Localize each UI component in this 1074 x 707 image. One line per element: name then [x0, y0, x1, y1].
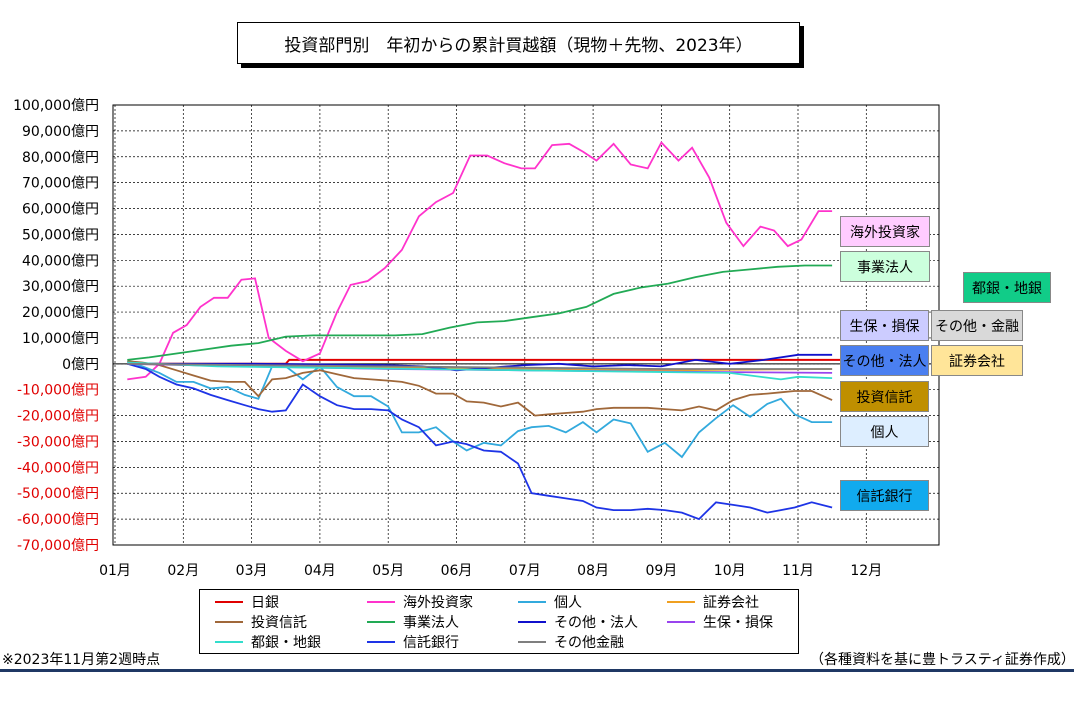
y-tick-label: 0億円	[62, 357, 99, 373]
x-tick-label: 02月	[167, 563, 199, 579]
legend-swatch	[367, 641, 395, 643]
y-tick-label: 60,000億円	[22, 202, 99, 218]
legend-swatch	[667, 601, 695, 603]
series-line-5	[127, 264, 833, 361]
legend-label: 投資信託	[251, 615, 307, 631]
x-tick-label: 09月	[645, 563, 677, 579]
legend-swatch	[518, 601, 546, 603]
chart-title: 投資部門別 年初からの累計買越額（現物＋先物、2023年）	[237, 22, 800, 64]
y-tick-label: 30,000億円	[22, 279, 99, 295]
y-tick-label: 40,000億円	[22, 253, 99, 269]
y-tick-label: -10,000億円	[17, 383, 99, 399]
legend-label: 証券会社	[703, 595, 759, 611]
legend-label: 日銀	[251, 595, 279, 611]
x-tick-label: 07月	[509, 563, 541, 579]
legend-swatch	[367, 601, 395, 603]
legend-label: 生保・損保	[703, 615, 773, 631]
x-tick-label: 06月	[441, 563, 473, 579]
end-tag-2: 都銀・地銀	[963, 272, 1051, 303]
end-tag-0: 海外投資家	[840, 216, 930, 247]
legend-item: その他金融	[518, 632, 624, 652]
line-chart: 100,000億円 90,000億円 80,000億円 70,000億円 60,000億…	[13, 98, 940, 579]
legend-label: その他金融	[554, 635, 624, 651]
series-lines	[127, 140, 853, 521]
end-tag-7: 投資信託	[840, 381, 929, 412]
gridlines	[113, 104, 939, 546]
y-tick-label: 10,000億円	[22, 331, 99, 347]
legend-label: 都銀・地銀	[251, 635, 321, 651]
y-tick-label: -40,000億円	[17, 460, 99, 476]
legend-label: 事業法人	[403, 615, 459, 631]
y-tick-label: -30,000億円	[17, 434, 99, 450]
series-line-1	[127, 140, 833, 381]
legend-item: 証券会社	[667, 592, 759, 612]
footnote: ※2023年11月第2週時点	[2, 652, 161, 668]
legend-swatch	[518, 621, 546, 623]
legend-item: 個人	[518, 592, 582, 612]
end-tag-5: その他・法人	[840, 345, 929, 376]
legend-swatch	[215, 641, 243, 643]
legend-item: 投資信託	[215, 612, 307, 632]
x-tick-label: 12月	[850, 563, 882, 579]
series-line-9	[127, 362, 833, 521]
legend-item: 海外投資家	[367, 592, 473, 612]
y-tick-label: 70,000億円	[22, 176, 99, 192]
x-tick-label: 04月	[304, 563, 336, 579]
series-line-2	[127, 360, 833, 459]
axes: 100,000億円 90,000億円 80,000億円 70,000億円 60,000億…	[13, 98, 940, 579]
x-tick-label: 01月	[99, 563, 131, 579]
end-tag-6: 証券会社	[931, 345, 1023, 376]
y-tick-label: 90,000億円	[22, 124, 99, 140]
legend-swatch	[518, 641, 546, 643]
legend-item: その他・法人	[518, 612, 638, 632]
legend-swatch	[215, 601, 243, 603]
legend-item: 生保・損保	[667, 612, 773, 632]
end-tag-1: 事業法人	[840, 251, 930, 282]
y-tick-label: -50,000億円	[17, 486, 99, 502]
x-tick-label: 10月	[714, 563, 746, 579]
legend-swatch	[667, 621, 695, 623]
y-tick-label: -70,000億円	[17, 538, 99, 554]
legend-label: 海外投資家	[403, 595, 473, 611]
legend-item: 事業法人	[367, 612, 459, 632]
legend-swatch	[215, 621, 243, 623]
legend: 日銀 海外投資家 個人 証券会社投資信託 事業法人 その他・法人 生保・損保都銀・地銀 信託銀…	[199, 589, 799, 654]
x-tick-label: 11月	[782, 563, 814, 579]
y-tick-label: 20,000億円	[22, 305, 99, 321]
legend-label: 信託銀行	[403, 635, 459, 651]
legend-swatch	[367, 621, 395, 623]
y-tick-label: 50,000億円	[22, 227, 99, 243]
y-tick-label: -20,000億円	[17, 409, 99, 425]
legend-label: その他・法人	[554, 615, 638, 631]
legend-item: 都銀・地銀	[215, 632, 321, 652]
legend-item: 信託銀行	[367, 632, 459, 652]
end-tag-4: その他・金融	[931, 310, 1023, 341]
x-tick-label: 08月	[577, 563, 609, 579]
y-tick-label: -60,000億円	[17, 512, 99, 528]
y-tick-label: 80,000億円	[22, 150, 99, 166]
series-line-10	[127, 362, 833, 370]
y-tick-label: 100,000億円	[13, 98, 99, 114]
x-tick-label: 03月	[236, 563, 268, 579]
series-line-4	[127, 360, 833, 417]
legend-label: 個人	[554, 595, 582, 611]
source-note: （各種資料を基に豊トラスティ証券作成）	[810, 652, 1074, 668]
legend-item: 日銀	[215, 592, 279, 612]
x-tick-label: 05月	[372, 563, 404, 579]
end-tag-3: 生保・損保	[840, 310, 929, 341]
bottom-rule	[0, 669, 1074, 672]
series-line-8	[127, 361, 833, 381]
end-tag-9: 信託銀行	[840, 480, 929, 511]
end-tag-8: 個人	[840, 416, 929, 447]
